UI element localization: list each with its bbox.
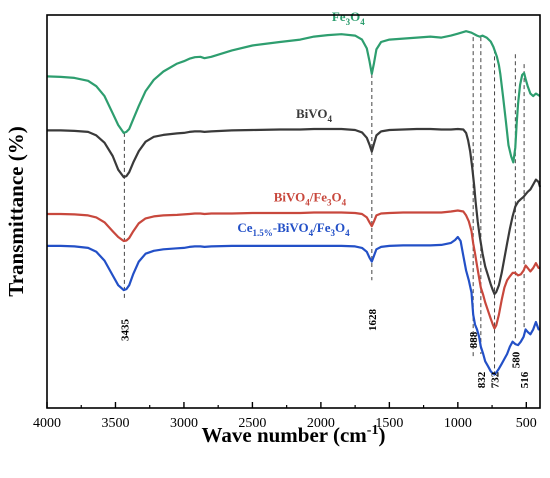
series-label-part: O xyxy=(335,220,345,235)
x-axis-label-main: Wave number (cm xyxy=(202,423,368,447)
peak-label-3435: 3435 xyxy=(119,319,131,342)
series-label-2: BiVO4/Fe3O4 xyxy=(274,190,347,208)
series-label-part: O xyxy=(332,190,342,205)
peak-label-516: 516 xyxy=(519,371,531,388)
series-label-part: Ce xyxy=(237,220,252,235)
x-tick-label: 3000 xyxy=(170,416,198,431)
x-axis-ticks: 4000 3500 3000 2500 2000 1500 1000 500 xyxy=(33,402,537,431)
series-label-part: 4 xyxy=(328,114,333,124)
series-label-0: Fe3O4 xyxy=(332,9,365,27)
x-tick-label: 3500 xyxy=(101,416,129,431)
y-axis-label: Transmittance (%) xyxy=(4,126,28,297)
peak-guide-lines xyxy=(123,37,525,374)
series-label-part: 4 xyxy=(360,17,365,27)
series-label-part: BiVO xyxy=(296,106,328,121)
series-label-part: 1.5% xyxy=(253,228,273,238)
x-tick-label: 4000 xyxy=(33,416,61,431)
peak-labels: 3435 1628 888 832 732 580 516 xyxy=(119,309,531,389)
series-label-part: 4 xyxy=(342,198,347,208)
series-label-part: Fe xyxy=(332,9,346,24)
series-line-0 xyxy=(46,30,541,164)
x-axis-label-tail: ) xyxy=(378,423,385,447)
series-label-part: -BiVO xyxy=(273,220,309,235)
series-line-2 xyxy=(47,209,540,330)
series-lines xyxy=(46,30,542,376)
series-label-1: BiVO4 xyxy=(296,106,333,124)
series-label-part: 4 xyxy=(309,228,314,238)
plot-frame xyxy=(46,14,541,409)
peak-label-732: 732 xyxy=(490,371,502,388)
series-line-3 xyxy=(47,235,540,376)
x-tick-label: 2000 xyxy=(307,416,335,431)
x-axis-label-sup: -1 xyxy=(367,423,379,438)
x-tick-label: 1500 xyxy=(375,416,403,431)
series-label-part: BiVO xyxy=(274,190,306,205)
peak-label-888: 888 xyxy=(468,331,480,348)
series-label-part: 3 xyxy=(327,198,332,208)
series-label-part: 3 xyxy=(346,17,351,27)
series-label-part: /Fe xyxy=(312,220,331,235)
peak-label-832: 832 xyxy=(476,371,488,388)
series-line-1 xyxy=(47,127,542,296)
series-label-part: 4 xyxy=(345,228,350,238)
x-tick-label: 500 xyxy=(516,416,537,431)
series-label-part: 4 xyxy=(305,198,310,208)
series-label-part: O xyxy=(350,9,360,24)
x-tick-label: 1000 xyxy=(444,416,472,431)
series-label-part: /Fe xyxy=(309,190,328,205)
series-label-3: Ce1.5%-BiVO4/Fe3O4 xyxy=(237,220,350,238)
x-tick-label: 2500 xyxy=(238,416,266,431)
series-label-part: 3 xyxy=(330,228,335,238)
peak-label-580: 580 xyxy=(510,351,522,368)
peak-label-1628: 1628 xyxy=(367,309,379,332)
x-axis-label: Wave number (cm-1) xyxy=(202,423,386,447)
